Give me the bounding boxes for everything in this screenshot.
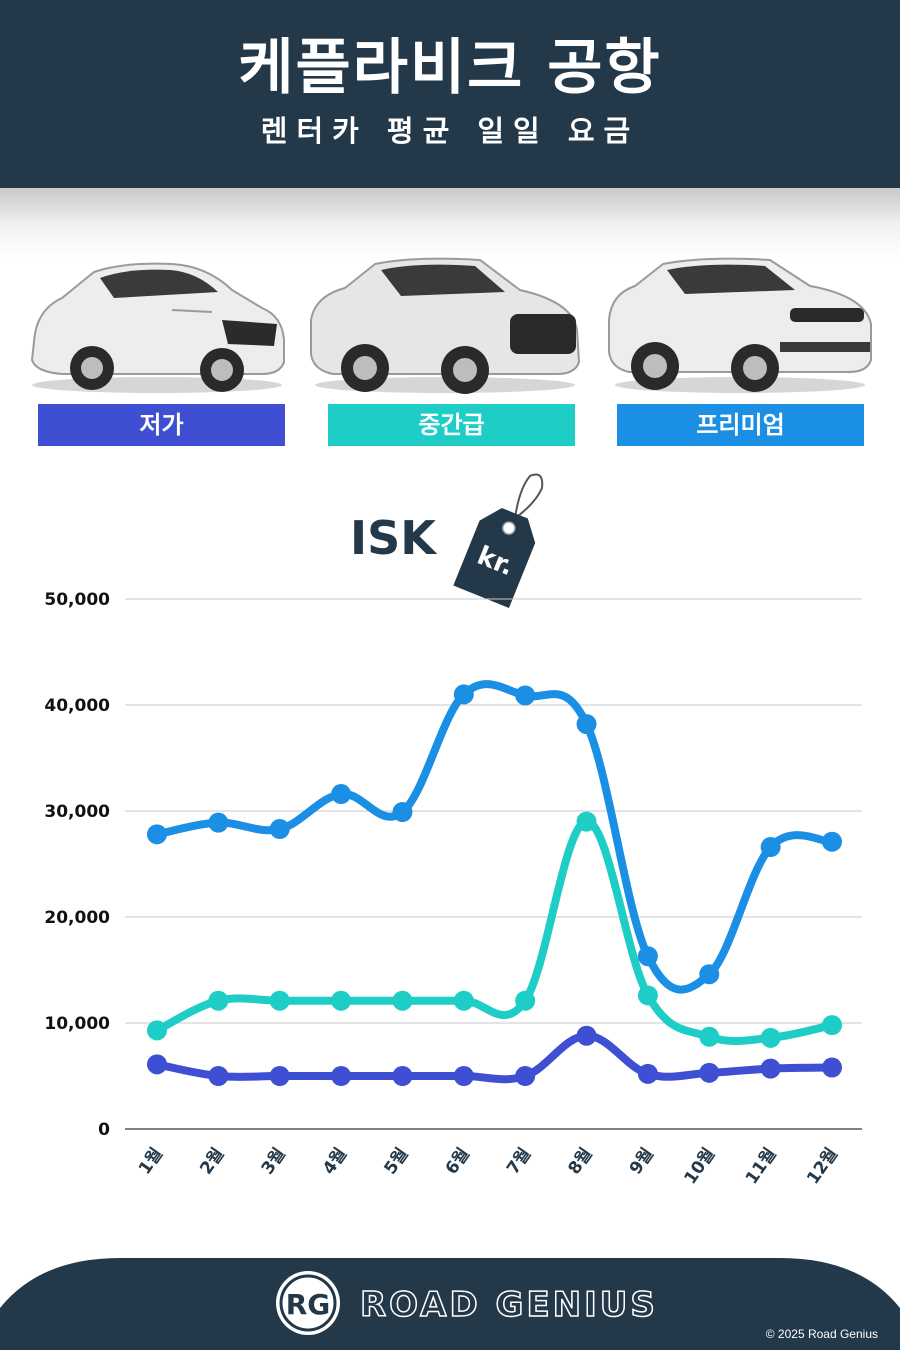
x-tick-label: 12월: [803, 1144, 842, 1188]
x-tick-label: 11월: [742, 1144, 781, 1188]
header-shadow: [0, 188, 900, 258]
category-economy-label: 저가: [139, 411, 184, 439]
data-point: [208, 1066, 229, 1086]
copyright-text: © 2025 Road Genius: [765, 1327, 878, 1341]
data-point: [760, 1058, 781, 1079]
chart-series: [147, 680, 842, 1086]
x-tick-label: 3월: [258, 1144, 290, 1178]
price-tag-icon: kr.: [453, 473, 544, 608]
page-subtitle: 렌터카 평균 일일 요금: [260, 114, 640, 148]
data-point: [392, 990, 413, 1011]
category-midsize-label: 중간급: [418, 411, 485, 439]
data-point: [269, 1066, 290, 1086]
data-point: [453, 990, 474, 1011]
x-tick-label: 10월: [680, 1144, 719, 1188]
data-point: [637, 1063, 658, 1084]
x-tick-label: 1월: [135, 1144, 167, 1178]
data-point: [331, 784, 352, 805]
economy-car-image: [30, 262, 285, 393]
data-point: [515, 990, 536, 1011]
data-point: [515, 1066, 536, 1086]
y-tick-label: 10,000: [44, 1014, 110, 1034]
data-point: [331, 990, 352, 1011]
x-tick-label: 7월: [503, 1144, 535, 1178]
data-point: [453, 684, 474, 705]
x-tick-label: 8월: [565, 1144, 597, 1178]
data-point: [269, 990, 290, 1011]
chart-grid: [125, 598, 862, 1130]
premium-suv-image: [608, 257, 872, 393]
data-point: [699, 1062, 720, 1083]
page-title: 케플라비크 공항: [238, 33, 662, 103]
brand-name: ROAD GENIUS: [359, 1284, 658, 1326]
data-point: [637, 946, 658, 967]
header-banner: 케플라비크 공항 렌터카 평균 일일 요금: [0, 0, 900, 188]
data-point: [453, 1066, 474, 1086]
category-midsize: 중간급: [328, 404, 575, 446]
x-tick-label: 4월: [319, 1144, 351, 1178]
x-tick-label: 9월: [626, 1144, 658, 1178]
currency-label: ISK: [350, 511, 436, 565]
series-line: [153, 680, 836, 994]
x-tick-label: 5월: [380, 1144, 412, 1178]
category-premium: 프리미엄: [617, 404, 864, 446]
data-point: [208, 990, 229, 1011]
y-axis-tick-labels: 0 10,000 20,000 30,000 40,000 50,000: [44, 590, 110, 1140]
data-point: [699, 1026, 720, 1047]
category-economy: 저가: [38, 404, 285, 446]
x-tick-label: 2월: [196, 1144, 228, 1178]
y-tick-label: 30,000: [44, 802, 110, 822]
data-point: [331, 1066, 352, 1086]
data-point: [269, 819, 290, 840]
x-tick-label: 6월: [442, 1144, 474, 1178]
data-point: [208, 812, 229, 833]
y-tick-label: 50,000: [44, 590, 110, 610]
data-point: [392, 1066, 413, 1086]
data-point: [147, 824, 167, 845]
data-point: [392, 802, 413, 823]
data-point: [576, 811, 597, 832]
line-chart: 0 10,000 20,000 30,000 40,000 50,000 1월 2월 3월 4월…: [44, 590, 862, 1188]
data-point: [147, 1020, 167, 1041]
y-tick-label: 20,000: [44, 908, 110, 928]
y-tick-label: 0: [98, 1120, 110, 1140]
y-tick-label: 40,000: [44, 696, 110, 716]
category-premium-label: 프리미엄: [696, 411, 785, 439]
data-point: [760, 1027, 781, 1048]
data-point: [822, 1057, 842, 1078]
x-axis-tick-labels: 1월 2월 3월 4월 5월 6월 7월 8월 9월 10월 11월 12월: [135, 1144, 842, 1188]
data-point: [637, 985, 658, 1006]
data-point: [576, 1025, 597, 1046]
data-point: [515, 685, 536, 706]
data-point: [822, 1015, 842, 1036]
footer-banner: [0, 1258, 900, 1350]
midsize-suv-image: [310, 257, 581, 394]
logo-text: RG: [286, 1288, 331, 1321]
data-point: [699, 964, 720, 985]
data-point: [147, 1054, 167, 1075]
data-point: [576, 714, 597, 735]
road-genius-logo-icon: RG: [276, 1271, 340, 1335]
data-point: [822, 831, 842, 852]
data-point: [760, 837, 781, 858]
